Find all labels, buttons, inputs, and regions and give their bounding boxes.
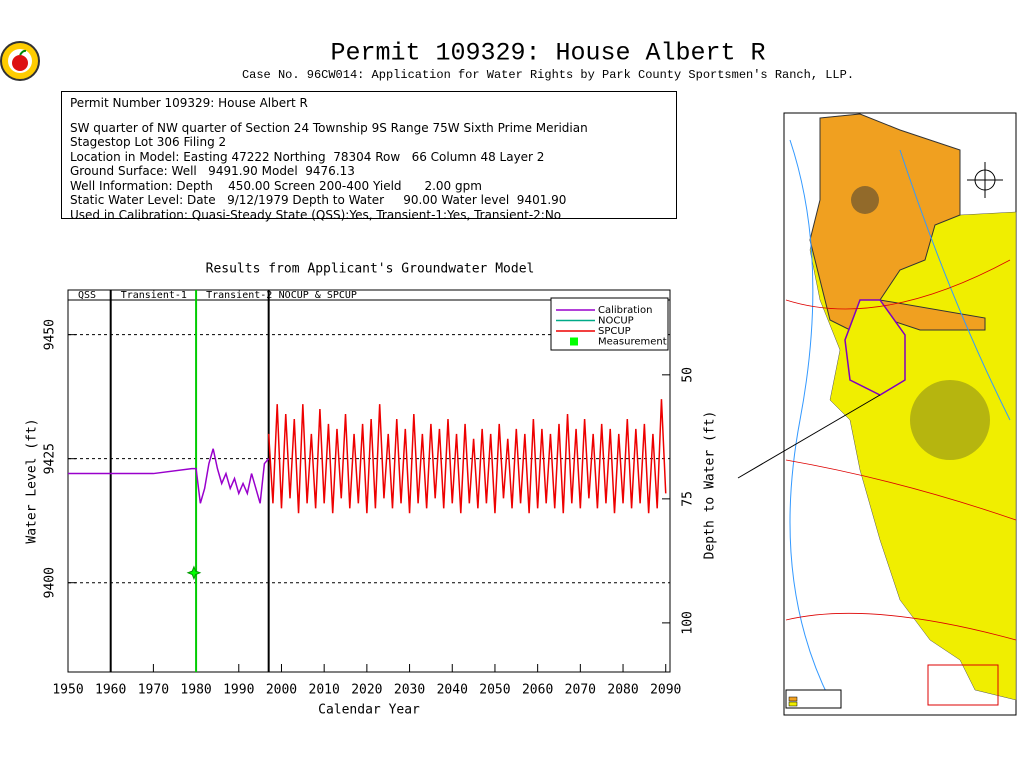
info-line: Static Water Level: Date 9/12/1979 Depth…: [70, 193, 567, 207]
x-tick-label: 2030: [394, 683, 425, 698]
info-line: Used in Calibration: Quasi-Steady State …: [70, 207, 562, 222]
phase-label: QSS: [78, 290, 96, 301]
x-tick-label: 1950: [52, 683, 83, 698]
measurement-marker: [186, 565, 202, 581]
info-line: Permit Number 109329: House Albert R: [70, 96, 308, 110]
y2-axis-label: Depth to Water (ft): [703, 411, 718, 560]
legend-label: Measurement: [598, 337, 667, 348]
legend-label: NOCUP: [598, 316, 634, 327]
x-tick-label: 1960: [95, 683, 126, 698]
info-line: Well Information: Depth 450.00 Screen 20…: [70, 178, 482, 193]
y-tick-label: 9400: [43, 567, 58, 598]
phase-label: NOCUP & SPCUP: [279, 290, 357, 301]
x-tick-label: 2070: [565, 683, 596, 698]
y-axis-label: Water Level (ft): [25, 418, 40, 543]
info-line: SW quarter of NW quarter of Section 24 T…: [70, 120, 588, 135]
logo: [0, 41, 40, 81]
plot: Results from Applicant's Groundwater Mod…: [25, 262, 718, 718]
info-line: Ground Surface: Well 9491.90 Model 9476.…: [70, 164, 355, 178]
y2-tick-label: 75: [681, 491, 696, 507]
chart-title: Results from Applicant's Groundwater Mod…: [206, 262, 535, 277]
page-subtitle: Case No. 96CW014: Application for Water …: [242, 68, 854, 82]
x-tick-label: 1980: [180, 683, 211, 698]
y2-tick-label: 100: [681, 611, 696, 634]
series-line: [68, 448, 270, 504]
phase-label: Transient-2: [206, 290, 272, 301]
x-tick-label: 2020: [351, 683, 382, 698]
y-tick-label: 9425: [43, 443, 58, 474]
x-tick-label: 2060: [522, 683, 553, 698]
map: [737, 112, 1017, 716]
x-tick-label: 1990: [223, 683, 254, 698]
x-tick-label: 2090: [650, 683, 681, 698]
legend-label: SPCUP: [598, 326, 631, 337]
legend-label: Calibration: [598, 305, 652, 316]
x-tick-label: 2040: [437, 683, 468, 698]
info-box: Permit Number 109329: House Albert R SW q…: [61, 91, 677, 222]
x-tick-label: 2050: [479, 683, 510, 698]
y2-tick-label: 50: [681, 367, 696, 383]
phase-label: Transient-1: [121, 290, 187, 301]
series-line: [267, 399, 667, 514]
y-tick-label: 9450: [43, 319, 58, 350]
x-axis-label: Calendar Year: [318, 703, 420, 718]
x-tick-label: 1970: [138, 683, 169, 698]
info-line: Stagestop Lot 306 Filing 2: [70, 135, 227, 149]
x-tick-label: 2010: [309, 683, 340, 698]
page-title: Permit 109329: House Albert R: [330, 39, 765, 68]
plot-frame: [67, 289, 671, 673]
legend-swatch: [570, 337, 578, 346]
x-tick-label: 2080: [607, 683, 638, 698]
info-line: Location in Model: Easting 47222 Northin…: [70, 149, 545, 164]
x-tick-label: 2000: [266, 683, 297, 698]
